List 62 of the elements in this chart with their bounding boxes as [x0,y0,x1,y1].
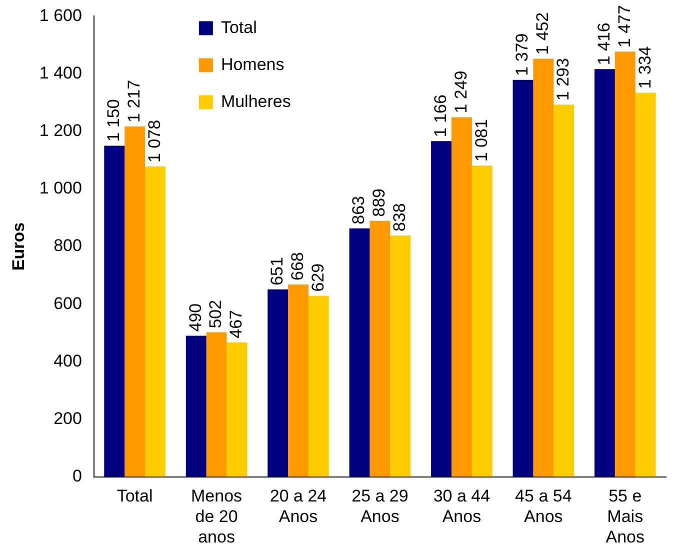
bar [472,166,492,477]
bar [206,332,227,477]
bar [145,166,166,477]
data-label: 1 477 [614,5,634,48]
y-tick-label: 1 400 [39,63,82,82]
data-label: 1 293 [554,58,573,101]
data-label: 1 416 [594,22,614,66]
data-label: 863 [349,196,368,224]
y-tick-label: 200 [54,408,82,428]
bar [635,92,656,477]
bar [104,146,125,477]
bar [512,80,534,477]
y-tick-label: 1 000 [39,178,82,198]
bar [594,69,615,477]
data-label: 668 [288,252,307,280]
bar [554,104,574,477]
data-label: 651 [268,257,287,286]
data-label: 1 150 [104,99,124,142]
data-label: 467 [226,310,246,338]
x-tick-label: 45 a 54 Anos [515,486,572,526]
y-tick-label: 1 600 [39,6,82,25]
data-label: 1 166 [430,94,450,138]
legend-label: Mulheres [220,92,291,111]
legend-label: Total [220,18,257,37]
y-tick-label: 0 [72,466,82,486]
data-label: 502 [206,300,226,328]
data-label: 838 [390,203,410,232]
x-tick-label: 25 a 29 Anos [352,486,408,526]
bar [431,141,452,477]
bar [124,126,146,477]
legend-label: Homens [220,54,284,74]
x-tick-label: Total [116,486,153,506]
y-tick-label: 600 [54,294,82,313]
bar [390,236,411,477]
x-tick-label: 20 a 24 Anos [270,486,327,526]
y-tick-label: 1 200 [39,121,82,140]
data-label: 490 [186,303,205,332]
data-label: 1 249 [451,70,470,114]
bar [288,284,308,477]
data-label: 1 452 [533,12,552,55]
bar [533,58,554,477]
bar [451,117,472,477]
data-label: 1 081 [472,119,491,162]
bar [370,220,390,477]
data-label: 1 217 [124,80,144,122]
bar [349,228,370,477]
bar [268,289,288,477]
y-tick-label: 800 [54,236,82,256]
bar [186,336,206,477]
data-label: 1 379 [512,33,532,76]
x-tick-label: Menos de 20 anos [191,486,242,546]
bar [226,342,248,477]
data-label: 889 [370,188,389,217]
y-axis-title: Euros [8,222,28,271]
y-tick-label: 400 [54,351,82,370]
x-tick-label: 55 e Mais Anos [606,486,645,546]
data-label: 1 078 [144,120,164,162]
x-tick-label: 30 a 44 Anos [433,486,490,526]
data-label: 1 334 [635,46,654,89]
data-label: 629 [308,263,328,292]
bar [614,52,636,477]
bar [308,296,329,477]
